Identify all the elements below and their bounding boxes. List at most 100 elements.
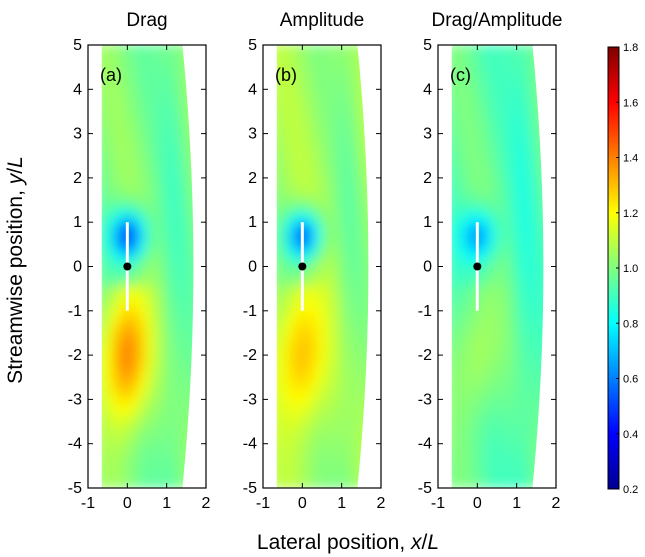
heatmap-cell (179, 301, 190, 312)
heatmap-cell (470, 452, 481, 462)
heatmap-cell (188, 212, 194, 223)
heatmap-cell (278, 97, 289, 108)
heatmap-cell (363, 186, 369, 197)
heatmap-cell (145, 115, 156, 126)
heatmap-cell (112, 150, 122, 161)
heatmap-cell (287, 283, 297, 294)
panel-title: Drag/Amplitude (432, 10, 563, 31)
heatmap-cell (197, 319, 206, 329)
heatmap-cell (504, 168, 514, 179)
heatmap-cell (453, 336, 464, 347)
heatmap-cell (451, 372, 455, 383)
heatmap-cell (304, 274, 314, 285)
heatmap-cell (487, 257, 497, 267)
heatmap-cell (162, 310, 173, 321)
heatmap-cell (154, 133, 164, 143)
heatmap-cell (453, 79, 464, 90)
heatmap-cell (145, 62, 156, 73)
heatmap-cell (453, 381, 464, 392)
heatmap-cell (372, 195, 381, 205)
colorbar: 1.81.61.41.21.00.80.60.40.2 (607, 42, 638, 496)
heatmap-cell (188, 150, 194, 161)
heatmap-cell (188, 425, 194, 436)
heatmap-cell (470, 124, 481, 135)
heatmap-cell (179, 336, 190, 347)
heatmap-cell (287, 177, 297, 188)
heatmap-cell (154, 71, 164, 81)
heatmap-cell (101, 248, 105, 259)
heatmap-cell (346, 328, 356, 338)
heatmap-cell (462, 62, 472, 73)
heatmap-cell (162, 177, 173, 188)
heatmap-cell (453, 88, 464, 99)
heatmap-cell (521, 266, 531, 276)
heatmap-cell (312, 336, 322, 347)
heatmap-cell (197, 425, 206, 435)
heatmap-cell (363, 239, 369, 250)
heatmap-cell (171, 79, 181, 90)
heatmap-cell (504, 478, 514, 488)
heatmap-cell (103, 478, 114, 488)
heatmap-cell (487, 106, 497, 117)
heatmap-cell (354, 372, 365, 383)
heatmap-cell (372, 169, 381, 179)
heatmap-cell (120, 71, 131, 81)
heatmap-cell (145, 53, 156, 64)
heatmap-cell (278, 345, 289, 356)
heatmap-cell (101, 141, 105, 152)
heatmap-cell (529, 124, 540, 135)
heatmap-cell (363, 221, 369, 232)
heatmap-cell (512, 434, 523, 445)
heatmap-cell (295, 168, 306, 179)
heatmap-cell (101, 319, 105, 330)
heatmap-cell (487, 363, 497, 374)
heatmap-cell (453, 115, 464, 126)
heatmap-cell (295, 248, 306, 259)
heatmap-cell (363, 398, 369, 409)
heatmap-cell (462, 416, 472, 427)
heatmap-cell (188, 79, 194, 90)
y-tick-label: -5 (243, 480, 257, 497)
heatmap-cell (337, 177, 348, 188)
heatmap-cell (451, 159, 455, 170)
heatmap-cell (197, 53, 206, 63)
heatmap-cell (495, 168, 506, 179)
heatmap-cell (101, 168, 105, 179)
heatmap-cell (129, 133, 139, 143)
heatmap-cell (538, 159, 544, 170)
heatmap-cell (512, 469, 523, 480)
heatmap-cell (312, 319, 322, 330)
heatmap-cell (312, 434, 322, 445)
heatmap-cell (101, 71, 105, 81)
heatmap-cell (112, 195, 122, 205)
heatmap-cell (329, 53, 339, 64)
heatmap-cell (453, 257, 464, 267)
heatmap-cell (346, 390, 356, 400)
heatmap-cell (547, 222, 556, 232)
heatmap-cell (547, 107, 556, 117)
heatmap-cell (188, 115, 194, 126)
heatmap-cell (171, 53, 181, 64)
heatmap-cell (346, 363, 356, 374)
heatmap-cell (504, 88, 514, 99)
heatmap-cell (197, 301, 206, 311)
heatmap-cell (145, 106, 156, 117)
heatmap-cell (188, 168, 194, 179)
heatmap-cell (145, 45, 156, 55)
heatmap-cell (112, 79, 122, 90)
heatmap-cell (276, 257, 280, 267)
heatmap-cell (547, 133, 556, 143)
heatmap-cell (129, 71, 139, 81)
heatmap-cell (337, 45, 348, 55)
heatmap-cell (462, 319, 472, 330)
heatmap-cell (470, 203, 481, 214)
heatmap-cell (538, 319, 544, 330)
heatmap-cell (171, 168, 181, 179)
heatmap-cell (538, 452, 544, 462)
heatmap-cell (312, 248, 322, 259)
heatmap-cell (103, 248, 114, 259)
heatmap-cell (162, 88, 173, 99)
heatmap-cell (278, 186, 289, 197)
heatmap-cell (495, 124, 506, 135)
heatmap-cell (137, 301, 147, 312)
